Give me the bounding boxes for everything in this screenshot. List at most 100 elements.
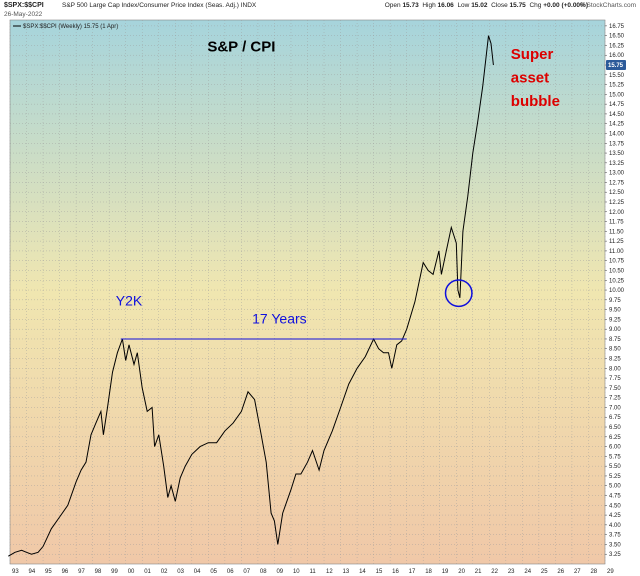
y-tick-label: 4.50 [609,503,621,509]
close-label: Close [491,2,508,9]
y-tick-label: 8.50 [609,347,621,353]
y-tick-label: 6.00 [609,445,621,451]
ohlc-readout: Open 15.73 High 16.06 Low 15.02 Close 15… [385,2,588,9]
y-tick-label: 9.00 [609,327,621,333]
y-tick-label: 11.25 [609,239,624,245]
legend: $SPX:$$CPI (Weekly) 15.75 (1 Apr) [13,24,118,30]
y-tick-label: 15.50 [609,73,625,79]
x-tick-label: 97 [78,569,85,575]
y-tick-label: 14.75 [609,102,625,108]
y-tick-label: 13.25 [609,161,625,167]
y-tick-label: 14.50 [609,112,625,118]
x-tick-label: 02 [161,569,168,575]
x-tick-label: 13 [343,569,350,575]
annotation-label: asset [511,70,549,87]
y-tick-label: 9.25 [609,317,621,323]
x-tick-label: 04 [194,569,201,575]
x-tick-label: 20 [458,569,465,575]
annotation-label: bubble [511,93,560,110]
series-line-spx-cpi [8,35,494,557]
y-tick-label: 11.00 [609,249,624,255]
x-tick-label: 11 [310,569,317,575]
y-tick-label: 8.25 [609,357,621,363]
x-tick-label: 01 [144,569,151,575]
y-tick-label: 8.00 [609,366,621,372]
y-tick-label: 3.25 [609,552,621,558]
y-tick-label: 15.25 [609,83,625,89]
y-tick-label: 14.25 [609,122,625,128]
y-tick-label: 15.00 [609,92,625,98]
x-tick-label: 03 [177,569,184,575]
y-tick-label: 13.00 [609,171,625,177]
x-tick-label: 07 [243,569,250,575]
x-tick-label: 23 [508,569,515,575]
x-tick-label: 18 [425,569,432,575]
x-tick-label: 26 [557,569,564,575]
x-tick-label: 93 [12,569,19,575]
y-tick-label: 6.25 [609,435,621,441]
brand-watermark: © StockCharts.com [579,2,636,9]
x-tick-label: 27 [574,569,581,575]
chart-symbol: $SPX:$$CPI [4,2,44,9]
y-tick-label: 7.00 [609,405,621,411]
y-tick-label: 12.75 [609,180,625,186]
x-tick-label: 25 [541,569,548,575]
y-tick-label: 8.75 [609,337,621,343]
y-tick-label: 4.00 [609,523,621,529]
y-tick-label: 12.00 [609,210,625,216]
y-tick-label: 12.50 [609,190,625,196]
y-tick-label: 12.25 [609,200,625,206]
y-tick-label: 3.75 [609,533,621,539]
y-tick-label: 5.75 [609,454,621,460]
y-tick-label: 13.75 [609,141,625,147]
high-value: 16.06 [437,2,454,9]
open-value: 15.73 [402,2,419,9]
legend-label: $SPX:$$CPI (Weekly) 15.75 (1 Apr) [23,24,118,30]
y-tick-label: 5.50 [609,464,621,470]
y-tick-label: 4.75 [609,494,621,500]
y-tick-label: 16.25 [609,43,625,49]
x-tick-label: 98 [95,569,102,575]
open-label: Open [384,2,401,9]
chart-header: $SPX:$$CPI S&P 500 Large Cap Index/Consu… [0,0,640,20]
y-axis: 3.25 3.50 3.75 4.00 4.25 4.50 4.75 5.00 5.25 5.50… [605,24,625,558]
x-tick-label: 05 [210,569,217,575]
high-label: High [422,2,436,9]
y-tick-label: 11.75 [609,220,624,226]
annotations: Y2K 17 Years Super asset bubble [116,46,560,326]
y-tick-label: 13.50 [609,151,625,157]
chart-description: S&P 500 Large Cap Index/Consumer Price I… [62,2,257,9]
current-price-label: 15.75 [608,63,624,69]
x-axis: 93 94 95 96 97 98 99 00 01 02 03 04 05 06 07 08 09 10 11 12… [12,569,614,575]
x-tick-label: 24 [524,569,531,575]
y-tick-label: 9.75 [609,298,621,304]
y-tick-label: 7.25 [609,396,621,402]
x-tick-label: 15 [376,569,383,575]
x-tick-label: 17 [409,569,416,575]
low-label: Low [457,2,470,9]
y-tick-label: 10.25 [609,278,625,284]
x-tick-label: 28 [590,569,597,575]
annotation-label: Y2K [116,293,143,309]
x-tick-label: 29 [607,569,614,575]
x-tick-label: 09 [276,569,283,575]
x-tick-label: 10 [293,569,300,575]
chart-date: 26-May-2022 [4,11,43,18]
x-tick-label: 22 [491,569,498,575]
x-tick-label: 12 [326,569,333,575]
y-tick-label: 3.50 [609,542,621,548]
y-tick-label: 10.75 [609,259,625,265]
annotation-label: 17 Years [252,310,307,326]
y-tick-label: 16.75 [609,24,625,30]
y-tick-label: 16.50 [609,34,625,40]
x-tick-label: 14 [359,569,366,575]
x-tick-label: 06 [227,569,234,575]
x-tick-label: 96 [62,569,69,575]
low-value: 15.02 [471,2,488,9]
y-tick-label: 7.50 [609,386,621,392]
y-tick-label: 6.50 [609,425,621,431]
annotation-label: Super [511,46,554,63]
y-tick-label: 6.75 [609,415,621,421]
close-value: 15.75 [509,2,526,9]
